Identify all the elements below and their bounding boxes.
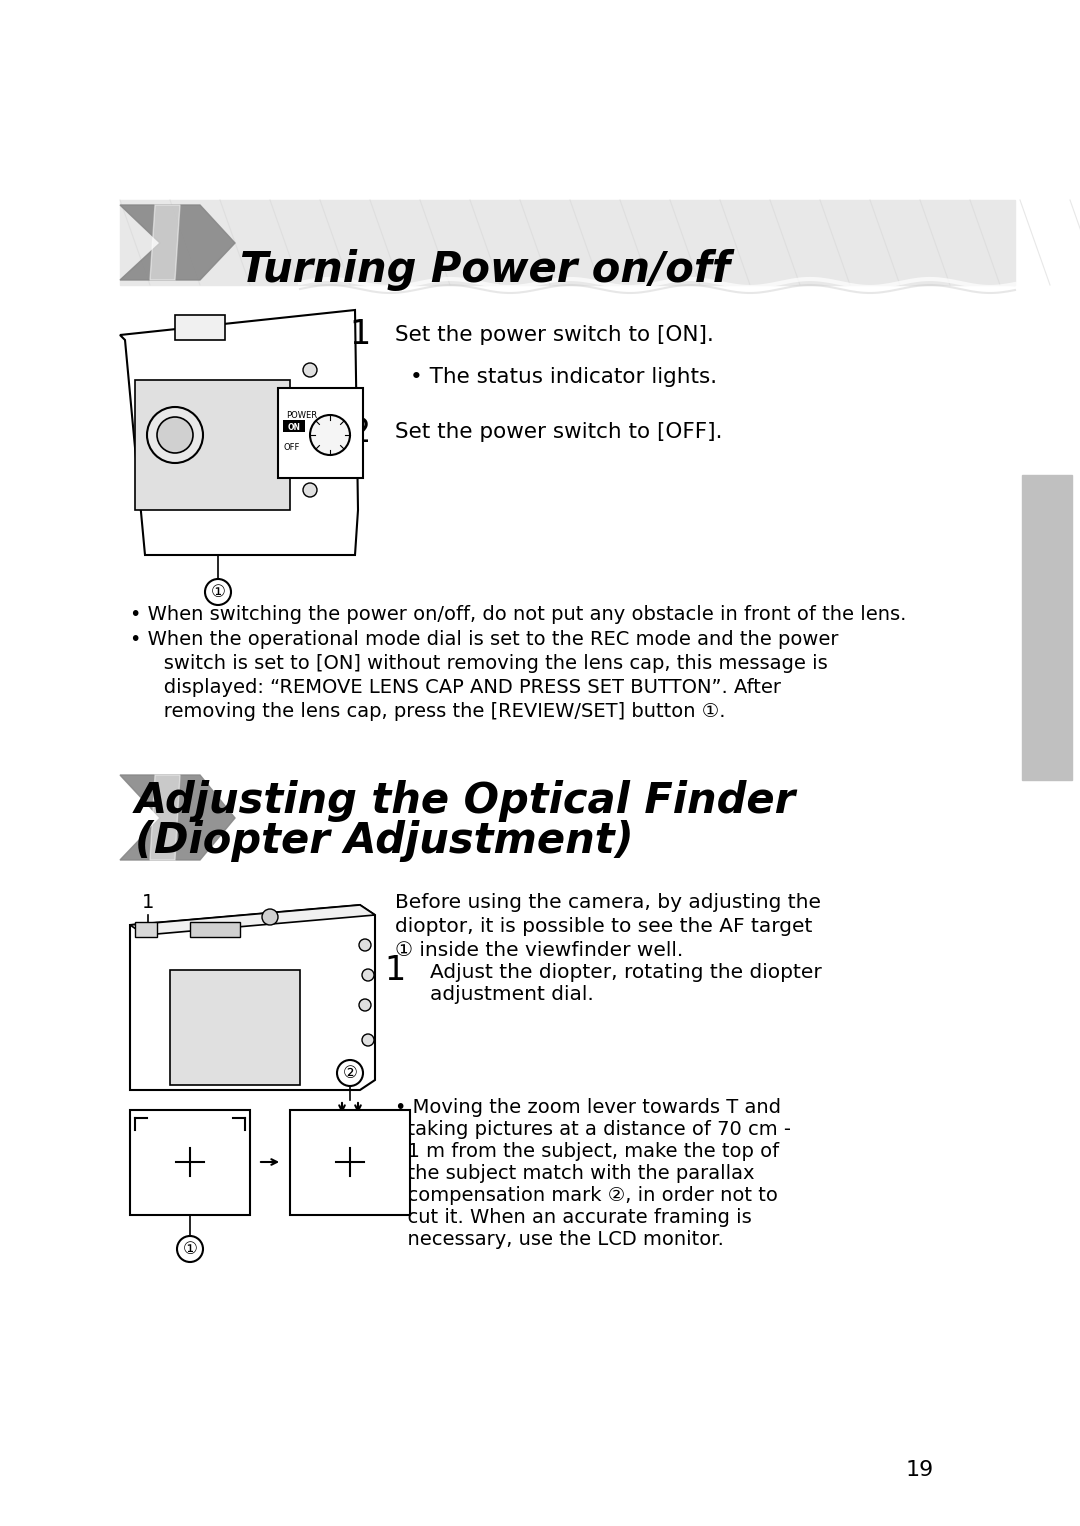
Polygon shape [120,775,235,861]
Circle shape [262,909,278,925]
Text: cut it. When an accurate framing is: cut it. When an accurate framing is [395,1209,752,1227]
Circle shape [359,1000,372,1012]
Circle shape [308,443,322,456]
Text: (Diopter Adjustment): (Diopter Adjustment) [135,819,634,862]
Text: taking pictures at a distance of 70 cm -: taking pictures at a distance of 70 cm - [395,1120,791,1138]
Text: 2: 2 [349,415,370,449]
Text: compensation mark ②, in order not to: compensation mark ②, in order not to [395,1186,778,1206]
Bar [135,922,157,937]
Polygon shape [150,775,180,861]
Circle shape [359,938,372,951]
Circle shape [337,1061,363,1087]
Text: 1: 1 [349,319,370,351]
Text: 1 m from the subject, make the top of: 1 m from the subject, make the top of [395,1141,779,1161]
Text: ① inside the viewfinder well.: ① inside the viewfinder well. [395,942,684,960]
Polygon shape [120,204,235,279]
Circle shape [362,1035,374,1045]
Text: displayed: “REMOVE LENS CAP AND PRESS SET BUTTON”. After: displayed: “REMOVE LENS CAP AND PRESS SE… [145,678,781,697]
Circle shape [313,403,327,417]
Circle shape [310,415,350,455]
Text: the subject match with the parallax: the subject match with the parallax [395,1164,755,1183]
Text: ON: ON [287,423,300,432]
Text: Adjust the diopter, rotating the diopter: Adjust the diopter, rotating the diopter [430,963,822,983]
Text: ②: ② [342,1064,357,1082]
Text: OFF: OFF [284,443,300,452]
Text: dioptor, it is possible to see the AF target: dioptor, it is possible to see the AF ta… [395,917,812,935]
Bar [135,380,291,510]
Polygon shape [120,310,357,555]
Text: adjustment dial.: adjustment dial. [430,984,594,1004]
Text: Set the power switch to [OFF].: Set the power switch to [OFF]. [395,423,723,443]
Text: 19: 19 [906,1460,934,1480]
Text: 1: 1 [384,954,406,986]
Circle shape [177,1236,203,1262]
Bar [291,1109,410,1215]
Bar [1022,475,1072,780]
Polygon shape [130,905,375,935]
Circle shape [362,969,374,981]
Circle shape [303,363,318,377]
Text: ①: ① [211,583,226,601]
Text: ①: ① [183,1241,198,1257]
Text: Adjusting the Optical Finder: Adjusting the Optical Finder [135,780,796,823]
Text: Set the power switch to [ON].: Set the power switch to [ON]. [395,325,714,345]
Text: • When the operational mode dial is set to the REC mode and the power: • When the operational mode dial is set … [130,630,838,649]
Bar [283,420,305,432]
Text: • When switching the power on/off, do not put any obstacle in front of the lens.: • When switching the power on/off, do no… [130,604,906,624]
Circle shape [157,417,193,453]
Text: 1: 1 [141,894,154,913]
Text: • The status indicator lights.: • The status indicator lights. [410,366,717,388]
Polygon shape [150,204,180,279]
Bar [120,200,1015,285]
Text: removing the lens cap, press the [REVIEW/SET] button ①.: removing the lens cap, press the [REVIEW… [145,702,726,720]
Bar [190,922,240,937]
Bar [278,388,363,478]
Circle shape [147,407,203,462]
Text: Before using the camera, by adjusting the: Before using the camera, by adjusting th… [395,893,821,913]
Text: switch is set to [ON] without removing the lens cap, this message is: switch is set to [ON] without removing t… [145,655,827,673]
Polygon shape [130,905,375,1090]
Bar [170,971,300,1085]
Circle shape [303,484,318,497]
Text: • Moving the zoom lever towards T and: • Moving the zoom lever towards T and [395,1099,781,1117]
Bar [175,314,225,340]
Bar [130,1109,249,1215]
Circle shape [205,578,231,604]
Text: Turning Power on/off: Turning Power on/off [240,249,730,291]
Text: POWER: POWER [286,410,318,420]
Text: necessary, use the LCD monitor.: necessary, use the LCD monitor. [395,1230,724,1248]
